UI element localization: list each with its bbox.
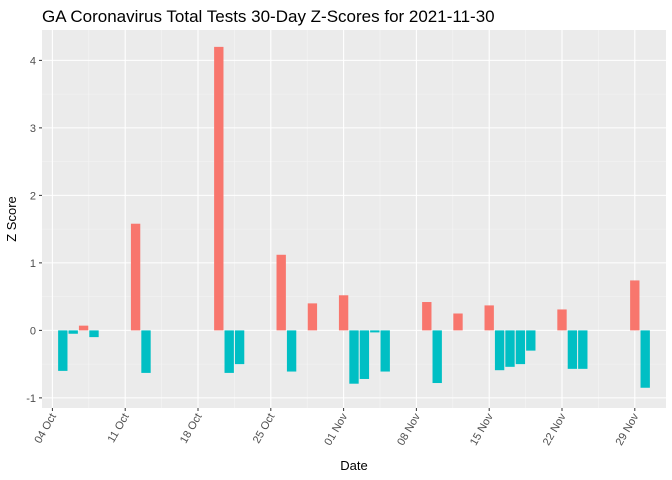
bar [494, 330, 505, 371]
bars [58, 46, 650, 388]
bar [214, 46, 224, 331]
bar [567, 330, 578, 369]
y-tick-label: 0 [30, 325, 36, 337]
bar [224, 330, 234, 373]
bar [453, 313, 463, 331]
bar [380, 330, 390, 372]
bar [276, 254, 286, 331]
bar [359, 330, 370, 379]
bar [515, 330, 526, 365]
bar [370, 330, 380, 333]
y-tick-label: -1 [26, 393, 36, 405]
bar [89, 330, 99, 338]
bar [640, 330, 650, 388]
bar [307, 303, 318, 331]
x-axis-label: Date [340, 458, 367, 473]
bar [130, 223, 141, 331]
bar [234, 330, 245, 365]
y-tick-label: 2 [30, 190, 36, 202]
grid-lines [42, 30, 666, 408]
y-tick-label: 4 [30, 55, 36, 67]
bar [526, 330, 536, 351]
bar [505, 330, 515, 367]
bar [338, 295, 349, 331]
bar [432, 330, 442, 384]
bar [557, 309, 567, 331]
bar [484, 305, 494, 331]
y-tick-label: 1 [30, 258, 36, 270]
bar [58, 330, 68, 371]
bar [286, 330, 297, 372]
bar [578, 330, 588, 369]
bar [78, 325, 89, 331]
bar [630, 280, 640, 331]
y-axis-label: Z Score [4, 196, 19, 242]
bar [349, 330, 359, 384]
y-tick-label: 3 [30, 123, 36, 135]
bar [141, 330, 151, 373]
bar [422, 302, 432, 331]
bar [68, 330, 78, 334]
chart-title: GA Coronavirus Total Tests 30-Day Z-Scor… [42, 7, 495, 26]
